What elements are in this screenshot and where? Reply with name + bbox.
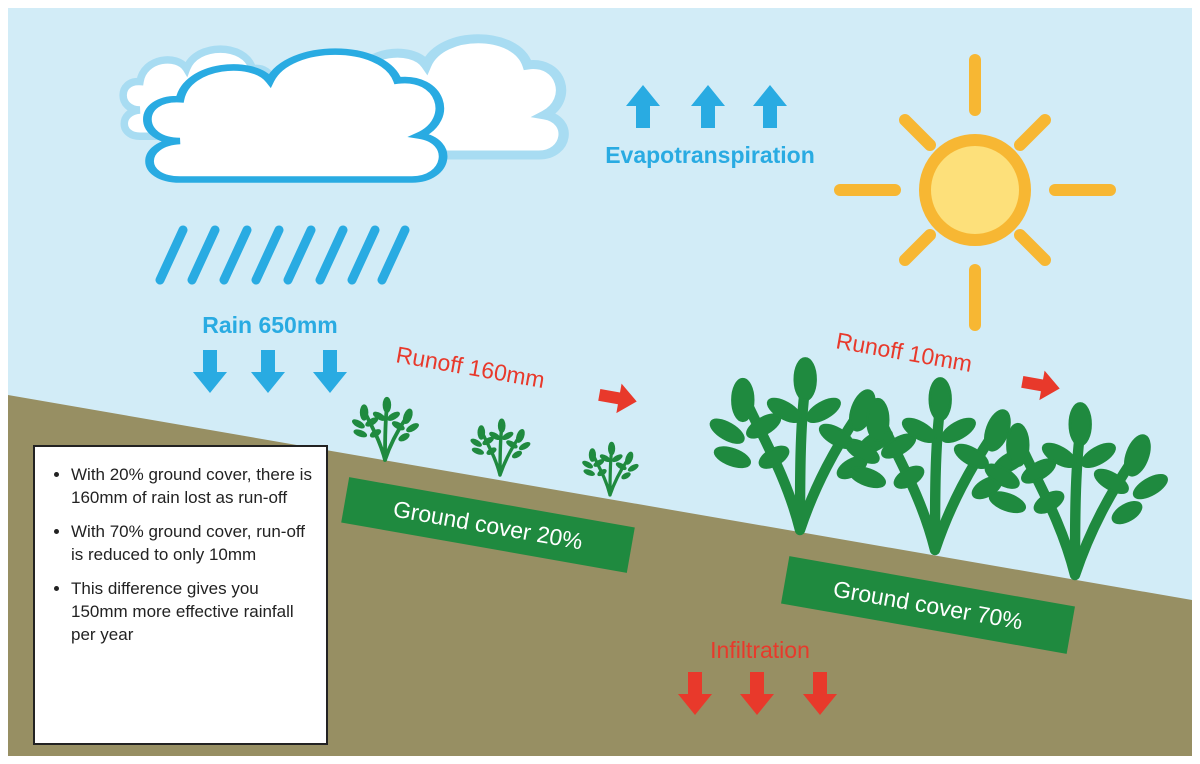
sun: [925, 140, 1025, 240]
note-item: This difference gives you 150mm more eff…: [71, 577, 312, 646]
page: Rain 650mm Evapotranspiration Runoff 160…: [0, 0, 1200, 764]
notes-box: With 20% ground cover, there is 160mm of…: [33, 445, 328, 745]
note-item: With 20% ground cover, there is 160mm of…: [71, 463, 312, 509]
rain-label: Rain 650mm: [202, 312, 338, 338]
infiltration-label: Infiltration: [710, 637, 810, 663]
evapotranspiration-label: Evapotranspiration: [605, 142, 815, 168]
notes-list: With 20% ground cover, there is 160mm of…: [41, 463, 312, 646]
note-item: With 70% ground cover, run-off is reduce…: [71, 520, 312, 566]
